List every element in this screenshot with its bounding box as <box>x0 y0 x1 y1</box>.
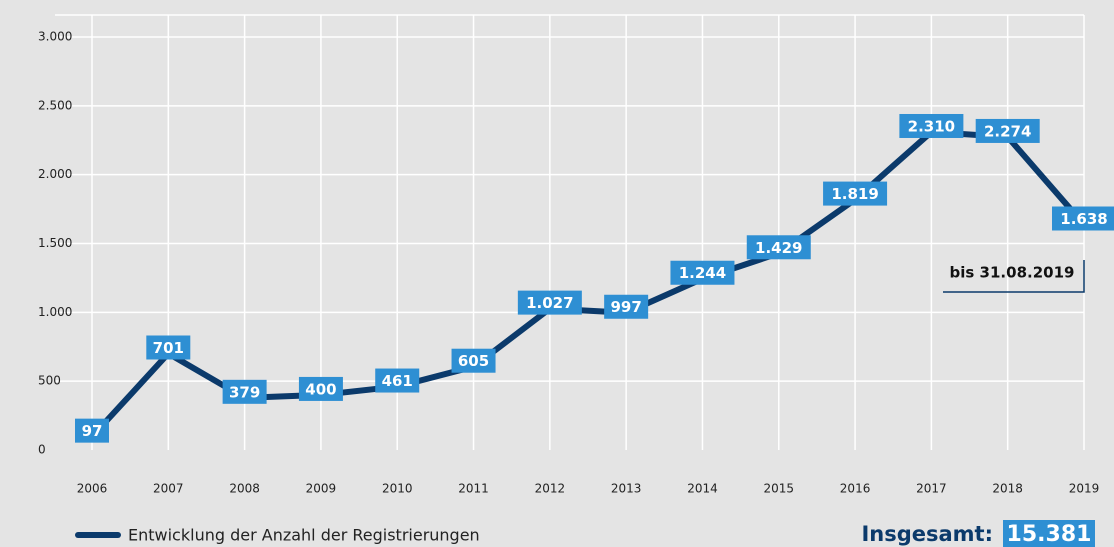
x-tick-label: 2017 <box>916 482 947 496</box>
x-tick-label: 2008 <box>229 482 260 496</box>
x-tick-label: 2019 <box>1069 482 1100 496</box>
total-box <box>1003 520 1095 547</box>
y-tick-label: 3.000 <box>38 30 72 44</box>
value-label-box <box>375 368 420 393</box>
value-label: 1.429 <box>755 239 802 257</box>
x-tick-label: 2009 <box>306 482 337 496</box>
annotation-bracket <box>943 260 1085 293</box>
value-label-box <box>222 379 267 404</box>
value-label: 379 <box>229 383 260 401</box>
annotation: bis 31.08.2019 <box>950 264 1075 282</box>
value-label-box <box>146 335 191 360</box>
total-label: Insgesamt: <box>861 522 993 546</box>
x-tick-label: 2006 <box>77 482 108 496</box>
value-label-box <box>823 181 888 206</box>
value-label-box <box>75 418 109 443</box>
value-label-box <box>1052 206 1114 231</box>
total-value: 15.381 <box>1007 522 1092 547</box>
value-label-box <box>746 235 811 260</box>
value-label: 605 <box>458 352 489 370</box>
value-label: 701 <box>153 339 184 357</box>
x-tick-label: 2012 <box>535 482 566 496</box>
value-label-box <box>975 118 1040 143</box>
value-label: 1.244 <box>679 264 726 282</box>
y-tick-label: 1.000 <box>38 305 72 319</box>
value-label: 400 <box>305 380 336 398</box>
x-tick-label: 2011 <box>458 482 489 496</box>
value-label-box <box>517 290 582 315</box>
value-label: 1.638 <box>1060 210 1107 228</box>
value-label-box <box>451 348 496 373</box>
y-tick-label: 2.500 <box>38 98 72 112</box>
value-label: 1.819 <box>831 185 878 203</box>
value-label: 97 <box>82 422 103 440</box>
x-tick-label: 2007 <box>153 482 184 496</box>
x-tick-label: 2013 <box>611 482 642 496</box>
value-label-box <box>604 294 649 319</box>
x-tick-label: 2010 <box>382 482 413 496</box>
value-label: 997 <box>610 298 641 316</box>
x-tick-label: 2018 <box>992 482 1023 496</box>
legend-label: Entwicklung der Anzahl der Registrierung… <box>128 526 480 545</box>
y-tick-label: 0 <box>38 443 46 457</box>
y-tick-label: 500 <box>38 374 61 388</box>
x-tick-label: 2014 <box>687 482 718 496</box>
value-label-box <box>670 260 735 285</box>
x-tick-label: 2015 <box>763 482 794 496</box>
value-label: 1.027 <box>526 294 573 312</box>
value-label: 2.274 <box>984 122 1031 140</box>
y-tick-label: 2.000 <box>38 167 72 181</box>
y-tick-label: 1.500 <box>38 236 72 250</box>
x-tick-label: 2016 <box>840 482 871 496</box>
value-label-box <box>899 113 964 138</box>
value-label-box <box>298 376 343 401</box>
value-label: 2.310 <box>908 117 955 135</box>
value-label: 461 <box>382 372 413 390</box>
